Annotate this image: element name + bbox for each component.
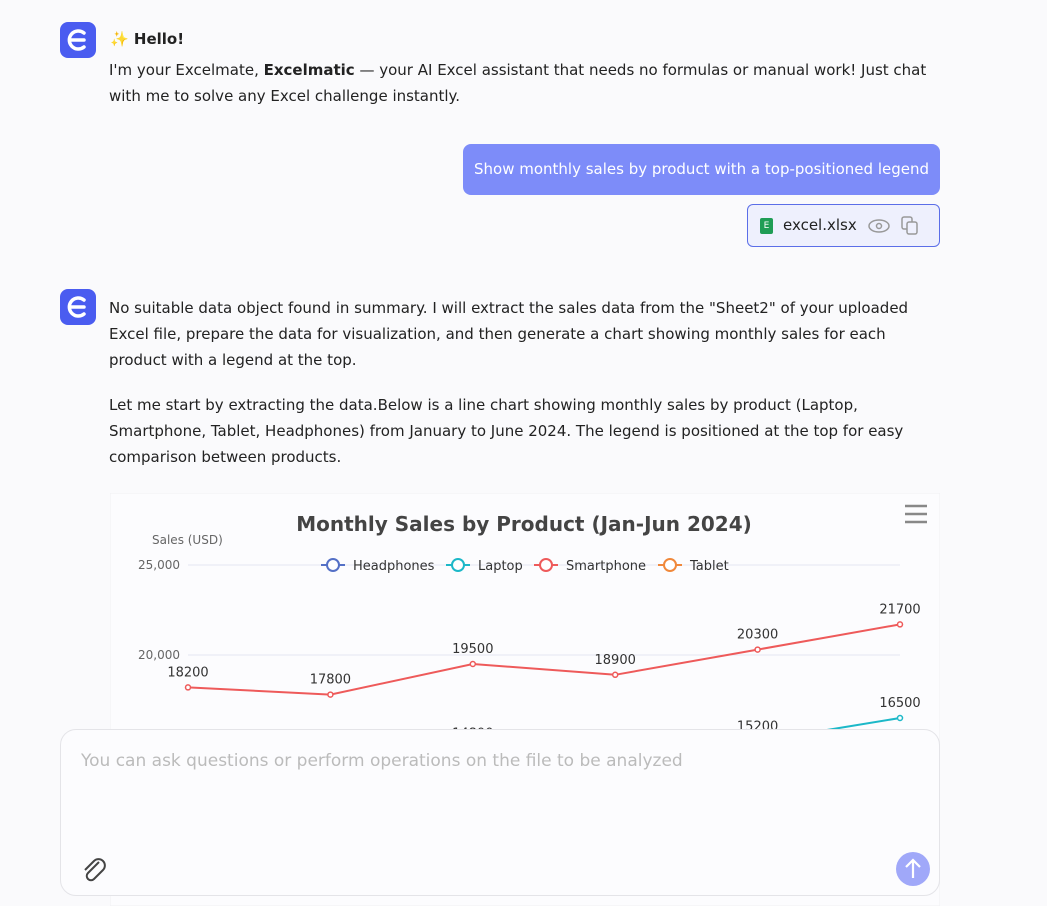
brand: Excelmatic: [263, 61, 355, 79]
attach-button[interactable]: [79, 854, 109, 884]
y-axis-label: Sales (USD): [152, 533, 223, 547]
reply-paragraph: Let me start by extracting the data.Belo…: [109, 396, 904, 466]
legend-symbol: [451, 558, 465, 572]
greeting-text: I'm your Excelmate, Excelmatic — your AI…: [109, 57, 939, 109]
data-point: [611, 671, 619, 679]
data-label: 18900: [595, 653, 636, 668]
legend-label: Tablet: [689, 559, 729, 574]
data-point: [896, 621, 904, 628]
data-label: 17800: [310, 673, 351, 688]
attachment[interactable]: E excel.xlsx: [747, 204, 940, 247]
input-placeholder: You can ask questions or perform operati…: [81, 751, 683, 771]
reply-paragraph: No suitable data object found in summary…: [109, 299, 909, 369]
legend-label: Headphones: [353, 559, 435, 574]
intro: I'm your Excelmate,: [109, 61, 264, 79]
bot-avatar: [60, 289, 96, 325]
send-button[interactable]: [895, 851, 931, 887]
legend-symbol: [326, 558, 340, 572]
data-point: [754, 646, 761, 653]
greeting-title-text: Hello!: [133, 30, 185, 48]
user-bubble: Show monthly sales by product with a top…: [463, 144, 940, 195]
series-line: [187, 623, 901, 696]
bot-avatar: [60, 22, 96, 58]
data-point: [184, 684, 192, 691]
data-label: 19500: [452, 642, 493, 657]
file-actions[interactable]: [866, 215, 926, 237]
y-tick-label: 20,000: [138, 648, 180, 662]
chart-title: Monthly Sales by Product (Jan-Jun 2024): [296, 512, 752, 536]
y-tick-label: 25,000: [138, 558, 180, 572]
legend-symbol: [663, 558, 677, 572]
data-label: 21700: [879, 602, 920, 617]
data-point: [469, 660, 477, 668]
data-label: 18200: [167, 665, 208, 680]
chat-input[interactable]: You can ask questions or perform operati…: [60, 729, 940, 896]
greeting-title: ✨ Hello!: [110, 30, 185, 48]
file-icon: E: [760, 218, 773, 234]
legend-symbol: [539, 558, 553, 572]
legend-label: Laptop: [478, 559, 523, 574]
data-point: [327, 691, 334, 698]
data-point: [896, 714, 904, 722]
legend-label: Smartphone: [566, 559, 646, 574]
menu-icon[interactable]: [905, 504, 927, 524]
file-name: excel.xlsx: [783, 216, 857, 234]
data-label: 16500: [879, 696, 920, 711]
data-label: 20300: [737, 628, 778, 643]
intro: — your AI Excel assistant that needs no …: [109, 61, 927, 105]
